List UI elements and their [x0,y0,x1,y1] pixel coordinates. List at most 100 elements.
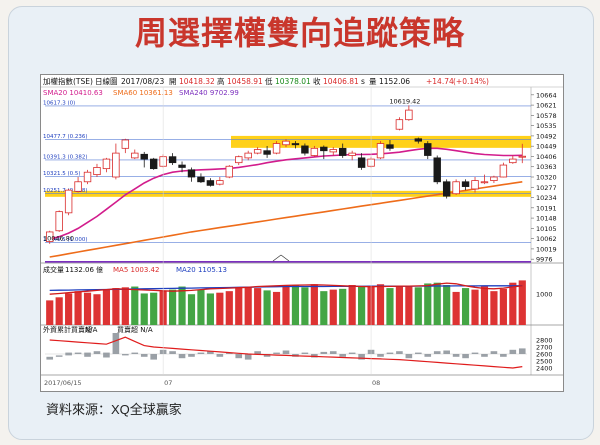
candle-16 [197,173,205,183]
inst-bar-42 [443,350,450,354]
candle-body [357,157,366,168]
header-period: 日線圖 [95,76,118,86]
inst-bar-5 [93,351,101,354]
candle-body [197,176,205,183]
volume-bar-10 [140,293,148,325]
candle-7 [112,143,120,180]
candle-body [64,189,73,214]
candle-14 [178,161,186,173]
header-high-label: 高 [217,76,225,86]
header-open-value: 10418.32 [179,77,215,86]
inst-bar-14 [178,354,186,359]
volume-pane: 成交量 1132.06 億 MA5 1003.42 MA20 1105.13 1… [41,265,563,326]
price-tick-6: 10406 [536,153,557,161]
candle-0 [46,230,54,244]
candle-6 [102,157,111,173]
inst-bar-36 [386,352,394,354]
candle-46 [480,174,489,185]
candle-13 [168,153,177,166]
volume-bar-37 [395,285,404,325]
price-annotation-0: 10619.42 [389,97,420,105]
candle-body [225,165,234,178]
support-band-0 [231,135,531,148]
candle-25 [282,139,290,148]
candle-26 [291,141,300,149]
inst-tick-3: 2500 [536,358,553,366]
inst-bar-15 [188,354,195,357]
price-tick-13: 10105 [536,225,557,233]
candle-17 [206,178,215,187]
volume-bar-26 [291,285,300,325]
header-high-value: 10458.91 [227,77,263,86]
candle-body [206,180,215,186]
volume-bar-24 [272,291,281,325]
candle-body [310,147,319,156]
x-label-2: 08 [372,379,380,387]
volume-bar-3 [74,291,82,325]
candle-body [131,152,139,159]
inst-bar-21 [244,354,252,360]
inst-bar-3 [74,352,82,354]
candle-body [149,158,158,170]
volume-bar-20 [235,287,243,325]
inst-bar-31 [339,354,347,357]
header-change: +14.74 [426,77,454,86]
header-low-label: 低 [265,76,273,86]
fib-label-2: 10391.3 (0.382) [43,154,88,160]
candle-4 [83,169,92,185]
support-band-left [45,190,231,197]
candle-31 [338,143,347,158]
candle-body [263,150,271,155]
fib-label-5: 10046.5 (1.000) [43,237,88,243]
inst-bar-47 [490,351,498,354]
volume-bar-9 [131,286,139,325]
support-band-1 [231,190,531,197]
candle-45 [471,177,479,193]
inst-bar-10 [140,354,148,357]
candle-body [376,143,385,159]
inst-bar-45 [471,352,479,354]
inst-bar-1 [55,355,63,357]
legend-vol-ma20: MA20 1105.13 [176,266,227,274]
inst-legend2: 買賣超 N/A [117,325,153,334]
source-note: 資料來源：XQ全球贏家 [46,402,182,417]
header-low-value: 10378.01 [275,77,311,86]
inst-bar-0 [46,356,54,360]
candle-24 [272,141,281,155]
candle-body [414,138,423,142]
candle-27 [301,143,309,156]
volume-bar-4 [83,292,92,325]
inst-bar-4 [84,352,91,357]
x-label-1: 07 [164,379,172,387]
candle-39 [414,137,423,144]
price-tick-7: 10363 [536,163,557,171]
volume-bar-21 [244,286,252,325]
inst-bar-19 [225,352,233,354]
inst-bar-40 [424,354,432,357]
candle-body [480,181,489,184]
volume-bar-36 [386,288,394,325]
candle-body [74,181,82,192]
volume-bar-18 [216,292,224,325]
candle-body [93,167,101,176]
volume-bar-17 [206,293,214,325]
header-volume-label: 量 [369,77,377,86]
volume-bar-25 [282,286,290,325]
volume-bar-27 [301,287,309,325]
candle-2 [64,188,73,216]
candle-41 [433,155,441,185]
candle-40 [424,141,432,160]
candle-20 [235,155,243,166]
candle-body [140,153,148,160]
candle-body [405,109,413,121]
candle-body [55,211,63,232]
candle-23 [263,145,271,158]
candle-32 [348,150,356,161]
inst-bar-16 [197,352,205,354]
inst-bar-29 [320,351,328,354]
candle-10 [140,151,148,168]
inst-bar-18 [216,354,224,357]
candle-36 [386,139,394,151]
candle-43 [452,179,460,195]
candle-48 [499,162,508,178]
